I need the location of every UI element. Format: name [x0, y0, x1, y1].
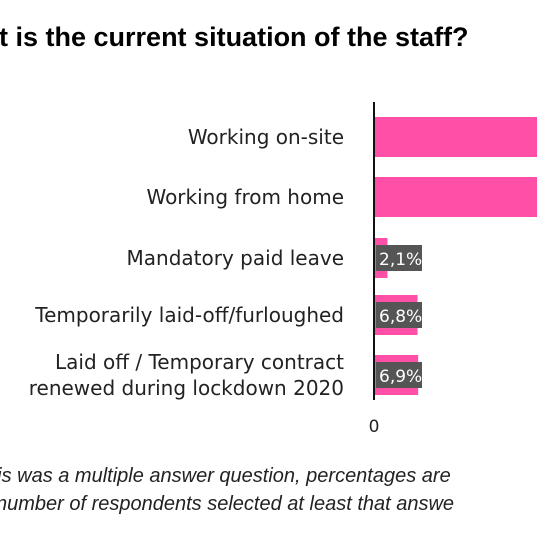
category-label-1: Working on-site	[188, 125, 344, 149]
value-label-4: 6,8%	[379, 307, 422, 327]
bar-chart: Working on-site Working from home Mandator…	[29, 102, 537, 437]
bar-2	[374, 177, 537, 217]
x-tick-label-1: 0	[369, 417, 380, 437]
category-label-3: Mandatory paid leave	[127, 246, 344, 270]
footnote-line-2: number of respondents selected at least …	[0, 493, 455, 515]
bars-layer: Working on-site Working from home Mandator…	[29, 102, 537, 437]
value-label-3: 2,1%	[379, 250, 422, 270]
category-label-2: Working from home	[146, 185, 344, 209]
chart-title: at is the current situation of the staff…	[0, 22, 469, 52]
value-label-bg-3	[376, 245, 422, 271]
value-label-bg-5	[376, 362, 422, 388]
category-label-5-line-2: renewed during lockdown 2020	[29, 376, 344, 400]
footnote-line-1: his was a multiple answer question, perc…	[0, 465, 451, 487]
bar-1	[374, 117, 537, 157]
chart-footnote: his was a multiple answer question, perc…	[0, 462, 537, 518]
category-label-5-line-1: Laid off / Temporary contract	[55, 350, 344, 374]
value-label-bg-4	[376, 302, 422, 328]
value-label-5: 6,9%	[379, 367, 422, 387]
category-label-4: Temporarily laid-off/furloughed	[34, 303, 344, 327]
